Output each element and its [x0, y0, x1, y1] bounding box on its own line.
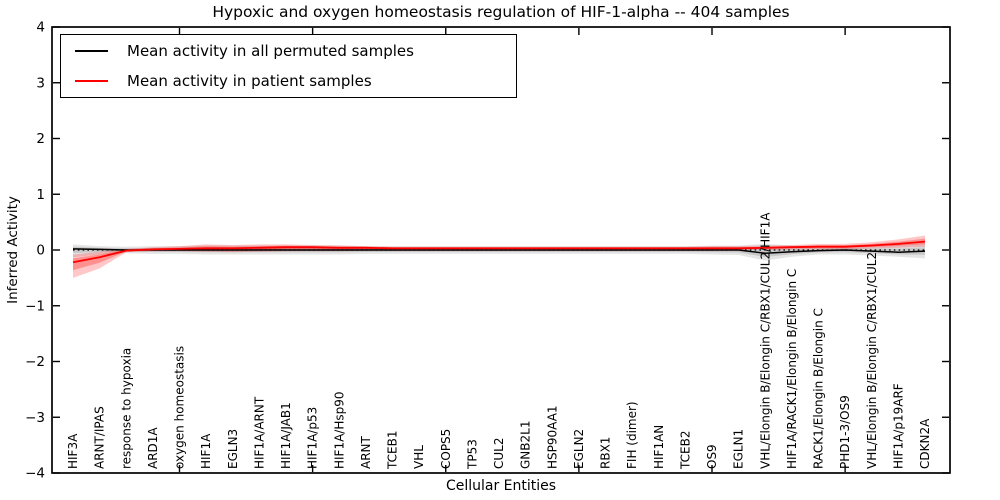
- category-label: ARNT: [359, 435, 373, 469]
- y-tick-label: 3: [36, 75, 45, 91]
- category-label: VHL: [412, 445, 426, 469]
- chart-title: Hypoxic and oxygen homeostasis regulatio…: [212, 3, 790, 21]
- category-label: HIF1A/ARNT: [252, 396, 266, 469]
- category-label: HIF1A: [199, 433, 213, 469]
- category-label: HIF1A/p53: [306, 407, 320, 469]
- legend: Mean activity in all permuted samples Me…: [60, 34, 517, 98]
- legend-label-patient: Mean activity in patient samples: [127, 72, 372, 90]
- category-label: TCEB1: [386, 431, 400, 470]
- category-label: VHL/Elongin B/Elongin C/RBX1/CUL2/HIF1A: [758, 212, 772, 469]
- legend-item-permuted: Mean activity in all permuted samples: [75, 37, 516, 65]
- category-label: response to hypoxia: [119, 348, 133, 469]
- category-label: ARD1A: [146, 427, 160, 469]
- category-label: EGLN3: [226, 429, 240, 469]
- category-label: ARNT/IPAS: [93, 406, 107, 469]
- category-label: EGLN2: [572, 429, 586, 469]
- category-label: HIF1A/RACK1/Elongin B/Elongin C: [785, 269, 799, 469]
- category-label: HIF3A: [66, 433, 80, 469]
- category-label: OS9: [705, 444, 719, 469]
- plot-frame: [51, 26, 951, 474]
- legend-label-permuted: Mean activity in all permuted samples: [127, 42, 414, 60]
- permuted-line-sample: [75, 50, 108, 52]
- category-label: TCEB2: [678, 431, 692, 470]
- category-label: oxygen homeostasis: [173, 346, 187, 469]
- category-label: TP53: [465, 439, 479, 470]
- category-label: HSP90AA1: [545, 405, 559, 469]
- patient-mean-line: [72, 240, 926, 264]
- category-label: CDKN2A: [918, 418, 932, 469]
- category-label: GNB2L1: [519, 421, 533, 469]
- y-tick-label: 0: [36, 243, 45, 259]
- category-label: EGLN1: [732, 429, 746, 469]
- patient-band-outer: [73, 235, 925, 278]
- category-label: RACK1/Elongin B/Elongin C: [812, 308, 826, 469]
- patient-line-sample: [75, 80, 108, 82]
- category-label: RBX1: [599, 437, 613, 469]
- permuted-mean-line: [72, 248, 926, 255]
- category-label: HIF1A/Hsp90: [332, 391, 346, 469]
- y-tick-label: 4: [36, 20, 45, 36]
- y-tick-label: −2: [25, 354, 45, 370]
- category-label: HIF1A/p19ARF: [891, 383, 905, 469]
- category-label: HIF1AN: [652, 425, 666, 469]
- category-label: PHD1-3/OS9: [838, 395, 852, 469]
- x-axis-label: Cellular Entities: [445, 478, 557, 494]
- legend-item-patient: Mean activity in patient samples: [75, 67, 516, 95]
- y-tick-label: −4: [25, 466, 45, 482]
- category-label: CUL2: [492, 438, 506, 469]
- y-axis-label: Inferred Activity: [5, 196, 21, 304]
- y-tick-label: 2: [36, 131, 45, 147]
- y-tick-label: 1: [36, 187, 45, 203]
- category-label: VHL/Elongin B/Elongin C/RBX1/CUL2: [865, 252, 879, 469]
- category-label: HIF1A/JAB1: [279, 402, 293, 469]
- category-label: FIH (dimer): [625, 401, 639, 469]
- y-tick-label: −1: [25, 298, 45, 314]
- category-label: COPS5: [439, 429, 453, 469]
- y-tick-label: −3: [25, 410, 45, 426]
